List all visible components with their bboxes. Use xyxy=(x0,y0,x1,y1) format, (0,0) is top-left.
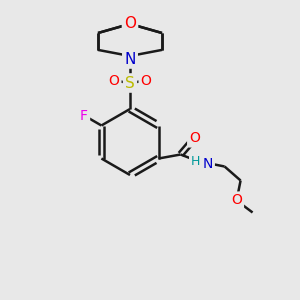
Text: N: N xyxy=(124,52,136,67)
Text: S: S xyxy=(125,76,135,91)
Text: O: O xyxy=(189,131,200,146)
Text: N: N xyxy=(202,158,213,172)
Text: O: O xyxy=(109,74,119,88)
Text: F: F xyxy=(80,109,88,122)
Text: O: O xyxy=(231,194,242,208)
Text: H: H xyxy=(191,155,200,168)
Text: O: O xyxy=(124,16,136,32)
Text: O: O xyxy=(141,74,152,88)
